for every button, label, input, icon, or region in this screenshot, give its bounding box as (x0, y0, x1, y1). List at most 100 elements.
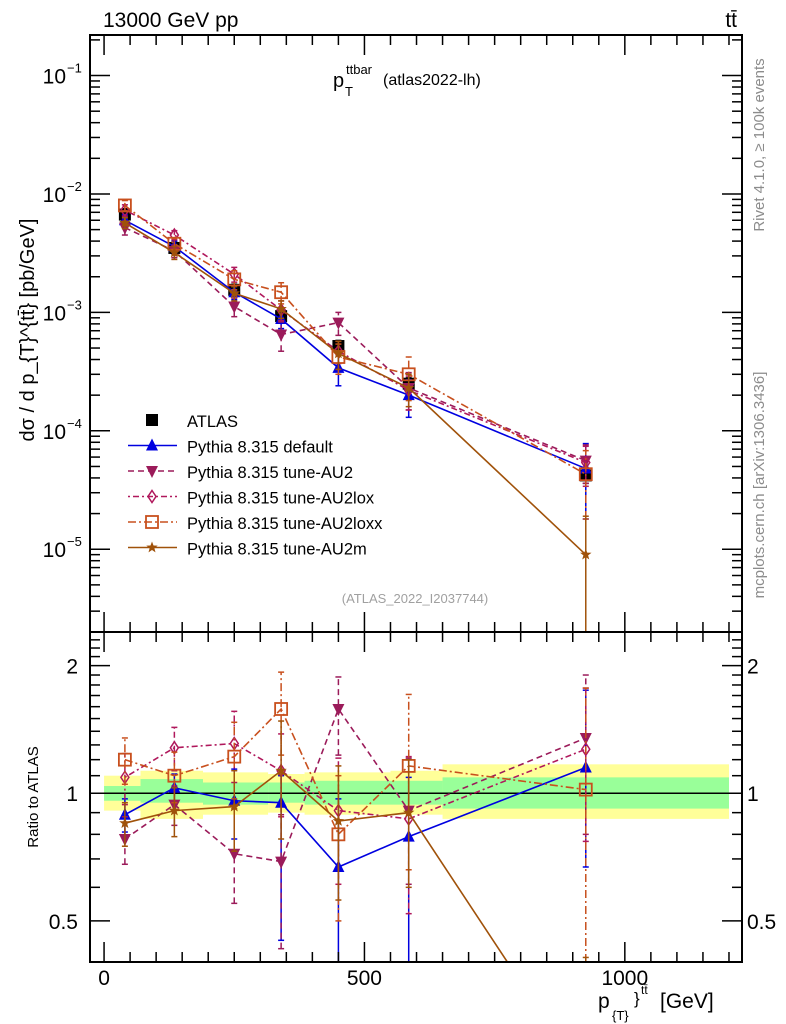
x-axis-label: p {T} } tt̄ [GeV] (598, 983, 714, 1023)
data-point (227, 272, 242, 287)
legend-label: Pythia 8.315 tune-AU2lox (187, 490, 375, 508)
mcplots-label: mcplots.cern.ch [arXiv:1306.3436] (751, 372, 768, 599)
plot-title-p: p (333, 70, 344, 92)
data-point (275, 302, 287, 314)
plot-title-sup: ttbar (346, 62, 373, 77)
main-series (117, 198, 593, 632)
data-point (332, 317, 345, 330)
analysis-watermark: (ATLAS_2022_I2037744) (342, 591, 488, 606)
ratio-series-pythia-8-315-tune-au2m (119, 720, 589, 962)
legend-marker (146, 438, 158, 451)
legend-marker (145, 515, 159, 529)
data-point (167, 768, 182, 783)
data-point (168, 246, 181, 258)
y-tick-label-exponent: −5 (67, 534, 82, 549)
ratio-y-tick-label-right: 0.5 (747, 911, 776, 934)
ratio-y-tick-label-right: 1 (747, 783, 759, 806)
data-point (117, 752, 132, 767)
legend-item: Pythia 8.315 tune-AU2lox (128, 489, 375, 508)
legend-label: Pythia 8.315 tune-AU2m (187, 541, 367, 559)
legend-label: Pythia 8.315 tune-AU2 (187, 464, 353, 482)
y-tick-label-exponent: −2 (67, 179, 82, 194)
y-tick-label: 10 (43, 184, 66, 207)
data-point (228, 287, 240, 299)
x-axis-label-sup: tt̄ (641, 983, 648, 997)
y-tick-label: 10 (43, 66, 66, 89)
x-axis-label-brace: } (634, 989, 640, 1008)
data-point (403, 806, 415, 818)
x-tick-label: 1000 (601, 967, 648, 990)
plot-title-sub: T (345, 84, 353, 99)
x-tick-labels: 0 500 1000 (98, 967, 648, 990)
legend-marker (146, 414, 158, 426)
y-tick-label-exponent: −3 (67, 297, 82, 312)
legend-label: Pythia 8.315 default (187, 439, 333, 457)
ratio-y-axis-label-text: Ratio to ATLAS (25, 746, 42, 847)
data-point (332, 815, 345, 826)
y-tick-label: 10 (43, 539, 66, 562)
rivet-label-text: Rivet 4.1.0, ≥ 100k events (751, 58, 768, 231)
rivet-label: Rivet 4.1.0, ≥ 100k events (751, 58, 768, 231)
data-point (274, 285, 289, 300)
series-line (124, 219, 587, 470)
data-point (332, 347, 345, 359)
ratio-bands (104, 764, 729, 819)
ratio-y-tick-label-left: 1 (66, 783, 78, 806)
ratio-y-tick-label-left: 2 (66, 656, 78, 679)
header-left: 13000 GeV pp (103, 9, 238, 32)
ratio-panel: 0.5 0.5 1 1 2 2 0 500 1000 Ratio to ATLAS p {T}… (25, 631, 776, 1023)
data-point (275, 856, 288, 869)
ratio-y-tick-labels: 0.5 0.5 1 1 2 2 (49, 656, 776, 934)
data-point (332, 703, 345, 716)
data-point (168, 804, 181, 816)
ratio-series (117, 671, 593, 962)
legend-item: Pythia 8.315 tune-AU2loxx (128, 515, 383, 533)
data-point (117, 198, 132, 213)
mcplots-label-text: mcplots.cern.ch [arXiv:1306.3436] (751, 372, 768, 599)
legend-item: Pythia 8.315 tune-AU2 (128, 464, 353, 482)
x-axis-label-sub: {T} (612, 1008, 629, 1023)
data-point (228, 301, 241, 314)
ratio-ticks (90, 632, 742, 963)
ratio-series-pythia-8-315-default (118, 689, 592, 962)
legend: ATLAS Pythia 8.315 default Pythia 8.315 tu… (128, 413, 383, 559)
main-y-axis-label: dσ / d p_{T}^{tt̄} [pb/GeV] (17, 219, 39, 442)
data-point (119, 216, 131, 228)
legend-marker (146, 466, 158, 478)
data-point (579, 732, 592, 745)
data-point (275, 764, 287, 776)
data-point (578, 467, 593, 482)
data-point (580, 548, 592, 560)
data-point (275, 329, 288, 342)
plot-title-suffix: (atlas2022-lh) (383, 72, 481, 89)
legend-marker (146, 541, 158, 553)
legend-item: Pythia 8.315 tune-AU2m (128, 541, 367, 559)
main-y-tick-labels: 10−110−210−310−410−5 (43, 61, 82, 563)
ratio-y-axis-label: Ratio to ATLAS (25, 746, 42, 847)
legend-item: ATLAS (146, 413, 238, 431)
data-point (227, 749, 242, 764)
y-tick-label-exponent: −1 (67, 61, 82, 76)
data-point (228, 800, 240, 812)
x-axis-label-suffix: [GeV] (660, 990, 714, 1013)
ratio-y-tick-label-left: 0.5 (49, 911, 78, 934)
data-point (274, 702, 289, 716)
data-point (119, 817, 131, 828)
ratio-y-tick-label-right: 2 (747, 656, 759, 679)
y-tick-label-exponent: −4 (67, 416, 82, 431)
x-tick-label: 500 (347, 967, 382, 990)
legend-label: ATLAS (187, 413, 238, 431)
x-tick-label: 0 (98, 967, 110, 990)
data-point (169, 227, 180, 243)
data-point (578, 782, 593, 797)
data-point (403, 382, 415, 393)
legend-marker (147, 489, 157, 504)
data-point (229, 266, 240, 282)
y-tick-label: 10 (43, 302, 66, 325)
main-series-pythia-8-315-tune-au2m (119, 216, 592, 632)
x-axis-label-p: p (598, 990, 610, 1013)
main-ticks (90, 35, 742, 633)
plot-title: p ttbar T (atlas2022-lh) (333, 62, 481, 99)
data-point (168, 780, 181, 793)
